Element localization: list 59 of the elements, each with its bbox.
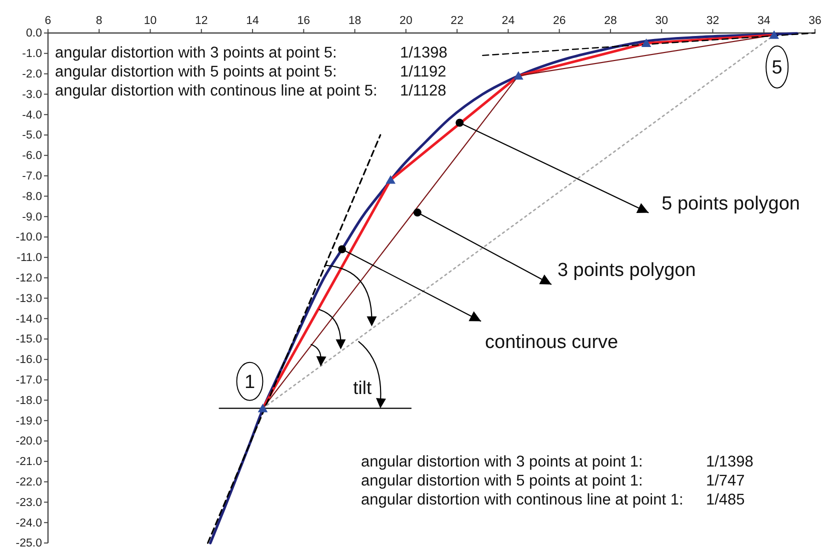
x-tick-label: 34 bbox=[757, 15, 771, 27]
y-tick-label: -25.0 bbox=[16, 538, 42, 550]
y-tick-label: -18.0 bbox=[16, 394, 42, 407]
x-tick-label: 30 bbox=[655, 15, 668, 27]
x-tick-label: 20 bbox=[400, 15, 412, 27]
y-tick-label: -12.0 bbox=[16, 272, 42, 284]
y-tick-label: -5.0 bbox=[22, 130, 42, 142]
y-tick-label: -21.0 bbox=[16, 456, 42, 468]
annotation: 5 bbox=[772, 58, 782, 79]
y-tick-label: -24.0 bbox=[16, 517, 42, 530]
x-tick-label: 6 bbox=[44, 15, 52, 27]
annotation: tilt bbox=[353, 376, 372, 398]
text: angular distortion with continous line at point 5: 1/1128 bbox=[55, 82, 446, 100]
point bbox=[641, 38, 652, 48]
y-tick-label: -9.0 bbox=[22, 211, 42, 224]
point bbox=[258, 404, 268, 412]
x-tick-label: 18 bbox=[348, 15, 362, 27]
y-tick-label: -10.0 bbox=[16, 232, 42, 244]
y-tick-label: -1.0 bbox=[22, 48, 42, 60]
x-tick-label: 12 bbox=[195, 15, 208, 27]
y-tick-label: -19.0 bbox=[16, 415, 42, 428]
y-tick-label: -22.0 bbox=[16, 476, 42, 488]
y-tick-label: -13.0 bbox=[16, 292, 42, 305]
point bbox=[386, 175, 396, 184]
text: angular distortion with 3 points at point 1: 1/1398 bbox=[361, 453, 754, 470]
text: angular distortion with 3 points at point 5: 1/1398 bbox=[55, 44, 448, 62]
y-tick-label: -6.0 bbox=[22, 150, 42, 162]
annotation: 1 bbox=[244, 372, 256, 394]
x-tick-label: 10 bbox=[144, 15, 157, 27]
x-tick-label: 16 bbox=[297, 15, 310, 27]
y-tick-label: -3.0 bbox=[22, 88, 42, 101]
y-tick-label: 0.0 bbox=[26, 28, 42, 40]
x-tick-label: 36 bbox=[808, 15, 822, 27]
point bbox=[769, 30, 780, 39]
x-tick-label: 22 bbox=[450, 15, 464, 27]
y-tick-label: -11.0 bbox=[16, 252, 42, 264]
x-tick-label: 26 bbox=[552, 15, 566, 27]
x-tick-label: 14 bbox=[246, 15, 260, 27]
y-tick-label: -2.0 bbox=[22, 68, 42, 80]
y-tick-label: -14.0 bbox=[16, 313, 42, 326]
annotation: 3 points polygon bbox=[557, 260, 696, 282]
text: angular distortion with 5 points at point 5: 1/1192 bbox=[55, 63, 446, 80]
y-tick-label: -7.0 bbox=[22, 170, 42, 182]
y-tick-label: -4.0 bbox=[22, 109, 42, 122]
x-tick-label: 32 bbox=[706, 15, 720, 27]
y-tick-label: -15.0 bbox=[16, 334, 42, 346]
point bbox=[514, 71, 524, 80]
x-tick-label: 24 bbox=[502, 15, 516, 27]
text: angular distortion with continous line at point 1: 1/485 bbox=[361, 491, 745, 508]
x-tick-label: 28 bbox=[604, 15, 617, 27]
y-tick-label: -23.0 bbox=[16, 496, 42, 509]
y-tick-label: -8.0 bbox=[22, 190, 42, 203]
annotation: continous curve bbox=[485, 332, 618, 353]
y-tick-label: -20.0 bbox=[16, 436, 42, 448]
annotation: 5 points polygon bbox=[662, 193, 800, 214]
y-tick-label: -17.0 bbox=[16, 374, 42, 386]
text: angular distortion with 5 points at point 1: 1/747 bbox=[361, 472, 745, 490]
x-tick-label: 8 bbox=[96, 15, 102, 27]
y-tick-label: -16.0 bbox=[16, 354, 42, 366]
